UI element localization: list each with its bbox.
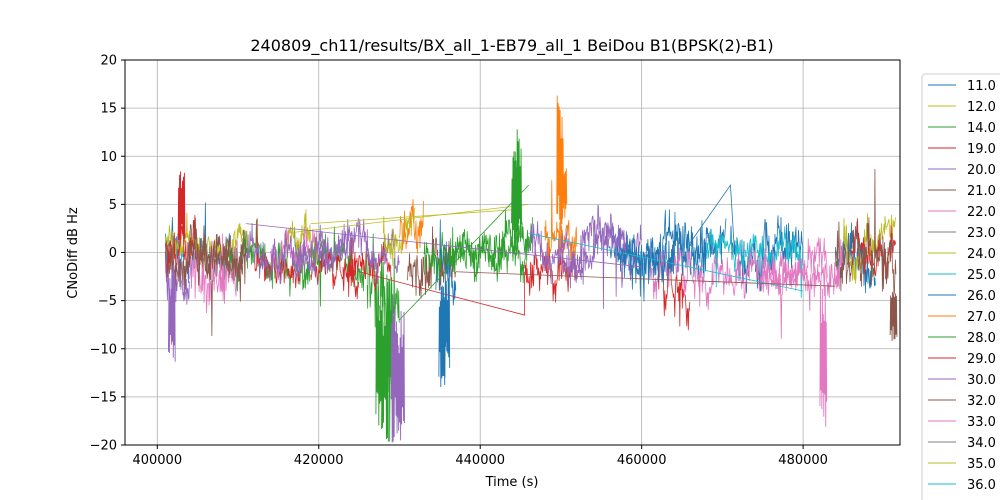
legend-label: 27.0 bbox=[967, 310, 996, 325]
y-tick-label: 10 bbox=[100, 150, 117, 165]
series-spike bbox=[381, 314, 389, 442]
y-tick-label: 20 bbox=[100, 54, 117, 69]
x-tick-label: 400000 bbox=[132, 453, 182, 468]
legend-label: 23.0 bbox=[967, 226, 996, 241]
series-line bbox=[407, 226, 456, 299]
legend: 11.0 12.0 14.0 19.0 20.0 21.0 22.0 23.0 24.0 25.0… bbox=[921, 73, 1000, 500]
y-tick-label: −10 bbox=[90, 342, 117, 357]
legend-label: 12.0 bbox=[967, 100, 996, 115]
series-line bbox=[851, 218, 896, 280]
legend-label: 14.0 bbox=[967, 121, 996, 136]
legend-label: 33.0 bbox=[967, 415, 996, 430]
series-32-0 bbox=[189, 229, 247, 286]
y-axis-title: CNoDiff dB Hz bbox=[66, 207, 81, 299]
series-line bbox=[835, 168, 897, 296]
series-line bbox=[435, 219, 457, 306]
y-tick-label: −20 bbox=[90, 439, 117, 454]
legend-label: 21.0 bbox=[967, 184, 996, 199]
x-tick-label: 420000 bbox=[294, 453, 344, 468]
x-tick-label: 460000 bbox=[617, 453, 667, 468]
x-tick-label: 440000 bbox=[455, 453, 505, 468]
legend-label: 29.0 bbox=[967, 352, 996, 367]
series-spike bbox=[442, 264, 451, 378]
legend-label: 22.0 bbox=[967, 205, 996, 220]
legend-label: 26.0 bbox=[967, 289, 996, 304]
series-line bbox=[705, 226, 804, 299]
series-connector bbox=[689, 183, 735, 253]
series-line bbox=[269, 226, 319, 280]
series-connector bbox=[286, 203, 529, 234]
series-connector bbox=[359, 271, 526, 316]
y-tick-label: 0 bbox=[109, 246, 117, 261]
series-connector bbox=[528, 232, 804, 292]
y-tick-label: 5 bbox=[109, 198, 117, 213]
legend-label: 24.0 bbox=[967, 247, 996, 262]
series-line bbox=[310, 251, 360, 300]
series-26-0 bbox=[617, 211, 707, 302]
series-29-0 bbox=[310, 251, 360, 300]
series-line bbox=[528, 213, 626, 297]
legend-label: 20.0 bbox=[967, 163, 996, 178]
series-line bbox=[399, 198, 424, 254]
legend-box bbox=[921, 73, 1000, 500]
series-connector bbox=[455, 271, 836, 287]
series-25-0 bbox=[705, 226, 804, 299]
axis-ticks: 400000 420000 440000 460000 480000 −20 −15 −10 −… bbox=[90, 54, 828, 469]
series-line bbox=[423, 226, 529, 284]
legend-label: 35.0 bbox=[967, 457, 996, 472]
series-line bbox=[617, 211, 707, 302]
legend-label: 30.0 bbox=[967, 373, 996, 388]
legend-label: 11.0 bbox=[967, 79, 996, 94]
series-28-0 bbox=[423, 226, 529, 284]
series-spike bbox=[167, 265, 176, 362]
series-line bbox=[245, 222, 351, 285]
y-tick-label: 15 bbox=[100, 102, 117, 117]
legend-label: 19.0 bbox=[967, 142, 996, 157]
series-spike bbox=[390, 296, 399, 443]
legend-label: 34.0 bbox=[967, 436, 996, 451]
series-27-0 bbox=[399, 180, 578, 262]
series-line bbox=[164, 253, 190, 314]
series-connector bbox=[399, 184, 529, 321]
series-spike bbox=[511, 151, 519, 247]
legend-label: 36.0 bbox=[967, 478, 996, 493]
series-line bbox=[455, 210, 533, 283]
series-line bbox=[762, 239, 844, 340]
series-spike bbox=[397, 311, 405, 441]
series-30-0 bbox=[245, 213, 626, 297]
series-line bbox=[544, 180, 578, 262]
series-spike bbox=[889, 291, 898, 342]
series-connector bbox=[246, 223, 642, 268]
series-line bbox=[189, 229, 247, 286]
chart-title: 240809_ch11/results/BX_all_1-EB79_all_1 … bbox=[250, 36, 773, 56]
series-33-0 bbox=[762, 239, 844, 340]
series-connector bbox=[310, 208, 521, 225]
series-spike bbox=[559, 151, 568, 228]
y-tick-label: −5 bbox=[98, 294, 117, 309]
y-tick-label: −15 bbox=[90, 390, 117, 405]
x-tick-label: 480000 bbox=[778, 453, 828, 468]
legend-label: 25.0 bbox=[967, 268, 996, 283]
x-axis-title: Time (s) bbox=[485, 475, 539, 490]
series-spike bbox=[177, 171, 186, 248]
legend-label: 32.0 bbox=[967, 394, 996, 409]
legend-label: 28.0 bbox=[967, 331, 996, 346]
data-layer bbox=[164, 95, 898, 443]
series-spike bbox=[819, 283, 828, 427]
